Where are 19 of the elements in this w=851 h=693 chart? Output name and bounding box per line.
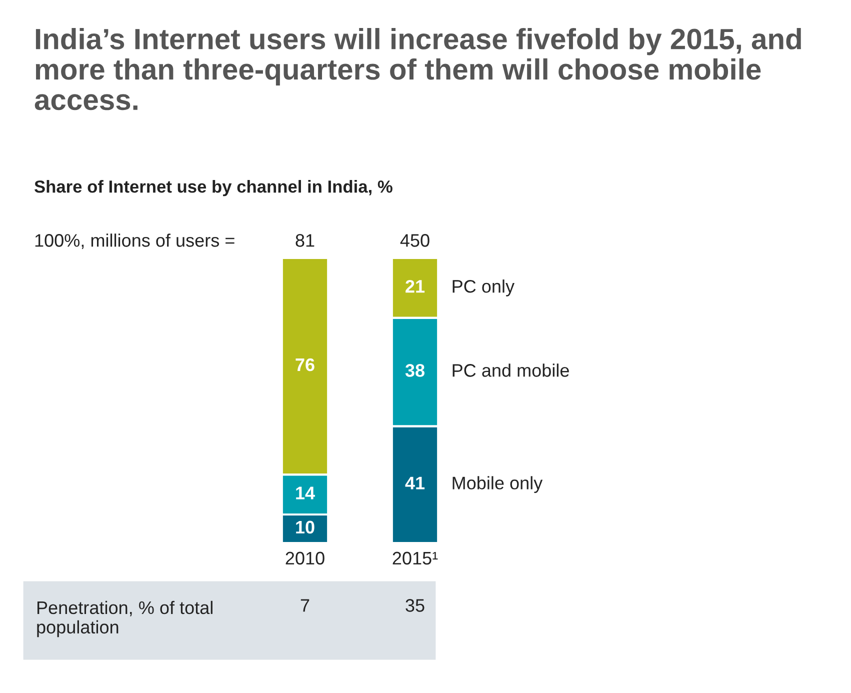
data-label: 76 <box>296 358 314 372</box>
text: 100%, millions of users = <box>35 234 234 249</box>
series-label: PC only <box>452 280 514 296</box>
x-tick-label: 2015¹ <box>392 552 438 565</box>
data-label: 14 <box>296 486 315 500</box>
series-label: Mobile only <box>452 476 543 493</box>
data-label: 10 <box>296 520 314 534</box>
data-label: 41 <box>405 476 425 490</box>
chart-title: India’s Internet users will increase fivefold by 2015, and more than three-quarters of them will choose mobile access. <box>34 28 801 110</box>
data-label: 21 <box>406 280 425 293</box>
text: 81 <box>296 234 314 247</box>
text: Penetration, % of total population <box>37 600 212 638</box>
series-label: PC and mobile <box>452 364 569 377</box>
text: 7 <box>300 599 310 612</box>
x-tick-label: 2010 <box>286 552 324 565</box>
chart-subtitle: Share of Internet use by channel in India, % <box>34 180 392 196</box>
text: 35 <box>406 599 424 612</box>
text: 450 <box>400 234 430 247</box>
data-label: 38 <box>405 364 424 377</box>
